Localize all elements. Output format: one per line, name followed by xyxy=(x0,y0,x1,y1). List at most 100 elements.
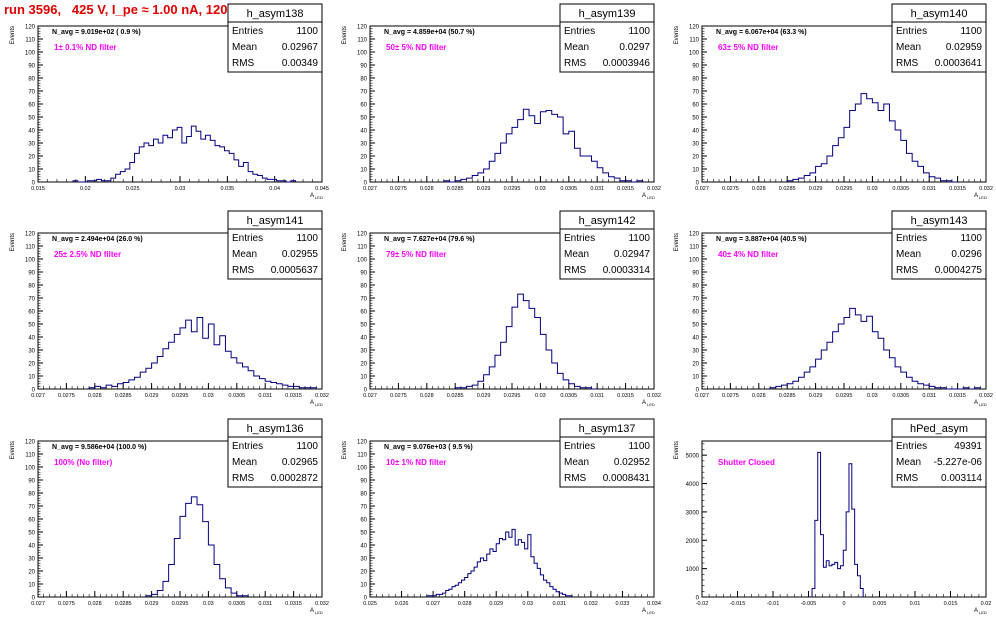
x-tick-label: 0.028 xyxy=(88,601,102,607)
y-tick-label: 10 xyxy=(692,168,699,174)
y-axis-title: Events xyxy=(10,26,16,44)
x-tick-label: 0.02 xyxy=(80,186,91,192)
histogram-name: hPed_asym xyxy=(910,423,968,435)
y-tick-label: 0 xyxy=(364,388,368,394)
stat-label: Mean xyxy=(564,42,589,53)
x-tick-label: 0.0275 xyxy=(390,393,407,399)
stats-box: h_asym137 Entries 1100 Mean 0.02952 RMS 0.0008… xyxy=(559,418,655,488)
stat-label: Entries xyxy=(564,441,595,452)
histogram-svg: 0 10 20 30 40 50 60 70 80 90 100 110 120 0.025 0.026 0.… xyxy=(342,418,661,615)
stats-body-box xyxy=(891,228,987,280)
y-tick-label: 110 xyxy=(25,245,35,251)
y-tick-label: 110 xyxy=(25,453,35,459)
y-tick-label: 0 xyxy=(32,596,36,602)
stat-label: Entries xyxy=(896,233,927,244)
y-axis-title: Events xyxy=(674,233,680,251)
x-tick-label: 0.027 xyxy=(363,393,377,399)
y-tick-label: 3000 xyxy=(686,510,700,516)
y-tick-label: 40 xyxy=(360,336,367,342)
filter-label: Shutter Closed xyxy=(718,458,775,467)
x-tick-label: 0.0315 xyxy=(285,601,302,607)
stat-value: 0.0296 xyxy=(951,249,982,260)
x-tick-label: 0.0275 xyxy=(722,393,739,399)
x-axis-subscript: LED xyxy=(979,195,987,200)
x-tick-label: 0.032 xyxy=(647,186,661,192)
x-tick-label: 0.0315 xyxy=(285,393,302,399)
histogram-series xyxy=(88,317,317,389)
stat-value: 0.00349 xyxy=(282,58,319,69)
x-tick-label: 0.026 xyxy=(395,601,409,607)
histogram-svg: 0 10 20 30 40 50 60 70 80 90 100 110 120 0.027 0.0275 0… xyxy=(674,3,993,200)
x-tick-label: 0.0285 xyxy=(447,393,464,399)
x-tick-label: 0.02 xyxy=(981,601,992,607)
y-tick-label: 50 xyxy=(692,323,699,329)
histogram-panel: 0 10 20 30 40 50 60 70 80 90 100 110 120 0.025 0.026 0.… xyxy=(332,415,664,622)
y-tick-label: 90 xyxy=(360,64,367,70)
histogram-svg: 0 1000 2000 3000 4000 5000 -0.02 -0.015 -0.01 -0.… xyxy=(674,418,992,615)
filter-label: 1± 0.1% ND filter xyxy=(54,43,117,52)
x-tick-label: 0.028 xyxy=(752,393,766,399)
y-tick-label: 60 xyxy=(28,310,35,316)
stats-body-box xyxy=(891,436,987,488)
y-tick-label: 30 xyxy=(692,142,699,148)
y-tick-label: 40 xyxy=(692,336,699,342)
x-tick-label: 0.032 xyxy=(647,393,661,399)
filter-label: 63± 5% ND filter xyxy=(718,43,778,52)
y-tick-label: 110 xyxy=(689,38,699,44)
stat-value: 1100 xyxy=(628,233,650,244)
stat-label: RMS xyxy=(896,265,919,276)
y-tick-label: 20 xyxy=(28,155,35,161)
y-tick-label: 100 xyxy=(357,51,368,57)
y-tick-label: 90 xyxy=(692,64,699,70)
y-tick-label: 0 xyxy=(696,388,700,394)
stat-label: Mean xyxy=(564,249,589,260)
y-tick-label: 10 xyxy=(360,168,367,174)
y-tick-label: 90 xyxy=(28,271,35,277)
y-tick-label: 120 xyxy=(689,232,700,238)
y-tick-label: 0 xyxy=(32,388,36,394)
x-tick-label: 0.029 xyxy=(145,393,159,399)
navg-label: N_avg = 9.019e+02 ( 0.9 %) xyxy=(52,29,141,36)
y-tick-label: 50 xyxy=(28,116,35,122)
histogram-panel: 0 10 20 30 40 50 60 70 80 90 100 110 120 0.027 0.0275 0… xyxy=(0,207,332,414)
y-tick-label: 50 xyxy=(28,323,35,329)
y-tick-label: 60 xyxy=(360,518,367,524)
x-tick-label: 0.0315 xyxy=(617,393,634,399)
y-tick-label: 40 xyxy=(28,336,35,342)
stat-label: RMS xyxy=(232,473,255,484)
x-tick-label: -0.005 xyxy=(801,601,817,607)
x-tick-label: 0.031 xyxy=(258,601,272,607)
x-tick-label: 0.0285 xyxy=(779,393,796,399)
stat-label: Entries xyxy=(232,26,263,37)
x-tick-label: 0.0285 xyxy=(779,186,796,192)
histogram-svg: 0 10 20 30 40 50 60 70 80 90 100 110 120 0.015 0.02 0.0… xyxy=(10,3,329,200)
stat-label: RMS xyxy=(896,473,919,484)
y-tick-label: 20 xyxy=(692,155,699,161)
x-tick-label: 0.0305 xyxy=(892,186,909,192)
histogram-name: h_asym137 xyxy=(579,423,636,435)
x-axis-subscript: LED xyxy=(647,610,655,615)
x-tick-label: 0.028 xyxy=(752,186,766,192)
y-tick-label: 90 xyxy=(28,479,35,485)
histogram-name: h_asym139 xyxy=(579,8,636,20)
x-tick-label: 0.0295 xyxy=(836,393,853,399)
histogram-panel: 0 1000 2000 3000 4000 5000 -0.02 -0.015 -0.01 -0.… xyxy=(664,415,996,622)
y-tick-label: 10 xyxy=(692,375,699,381)
histogram-series xyxy=(454,293,598,390)
stats-body-box xyxy=(227,436,323,488)
x-tick-label: 0.0315 xyxy=(949,393,966,399)
y-tick-label: 120 xyxy=(689,25,700,31)
x-tick-label: 0.031 xyxy=(258,393,272,399)
x-tick-label: 0.029 xyxy=(489,601,503,607)
y-tick-label: 100 xyxy=(25,258,36,264)
y-axis-title: Events xyxy=(342,233,348,251)
y-tick-label: 60 xyxy=(28,518,35,524)
stat-label: Entries xyxy=(896,441,927,452)
x-tick-label: 0.025 xyxy=(126,186,140,192)
y-tick-label: 30 xyxy=(28,557,35,563)
stat-label: Mean xyxy=(232,42,257,53)
x-tick-label: 0.0295 xyxy=(172,601,189,607)
y-tick-label: 30 xyxy=(360,349,367,355)
stat-label: RMS xyxy=(232,265,255,276)
x-axis-subscript: LED xyxy=(647,195,655,200)
